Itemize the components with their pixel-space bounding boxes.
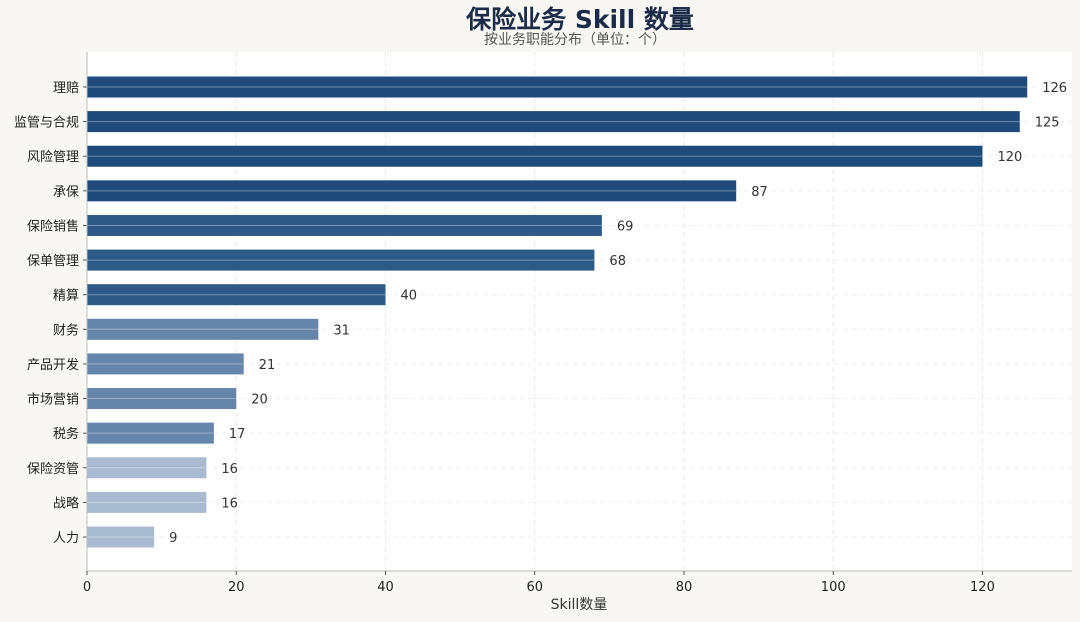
category-label-0: 理赔 bbox=[53, 81, 79, 96]
bar-12 bbox=[87, 491, 207, 513]
value-label-0: 126 bbox=[1042, 81, 1067, 96]
category-label-1: 监管与合规 bbox=[14, 116, 79, 131]
x-ticks: 0 20 40 60 80 100 120 bbox=[83, 571, 995, 595]
chart-subtitle: 按业务职能分布（单位：个） bbox=[484, 32, 666, 48]
value-label-9: 20 bbox=[251, 393, 268, 408]
x-tick-label-2: 40 bbox=[377, 580, 394, 595]
x-tick-label-1: 20 bbox=[228, 580, 245, 595]
category-label-9: 市场营销 bbox=[27, 392, 79, 408]
bar-6 bbox=[87, 284, 386, 306]
bar-9 bbox=[87, 388, 237, 410]
value-label-6: 40 bbox=[400, 289, 417, 304]
category-label-13: 人力 bbox=[53, 531, 79, 546]
category-labels: 理赔监管与合规风险管理承保保险销售保单管理精算财务产品开发市场营销税务保险资管战… bbox=[14, 81, 87, 546]
category-label-11: 保险资管 bbox=[27, 462, 79, 477]
bar-11 bbox=[87, 457, 207, 479]
bar-0 bbox=[87, 76, 1028, 98]
x-axis-title: Skill数量 bbox=[551, 597, 608, 613]
value-label-4: 69 bbox=[617, 219, 634, 234]
value-label-2: 120 bbox=[997, 150, 1022, 165]
value-label-3: 87 bbox=[751, 185, 768, 200]
chart-title: 保险业务 Skill 数量 bbox=[465, 5, 694, 34]
bar-1 bbox=[87, 111, 1020, 133]
value-label-12: 16 bbox=[221, 496, 238, 511]
bar-10 bbox=[87, 422, 214, 444]
bar-7 bbox=[87, 318, 319, 340]
category-label-12: 战略 bbox=[53, 495, 79, 511]
category-label-4: 保险销售 bbox=[27, 218, 79, 234]
value-labels: 126 125 120 87 69 68 40 31 21 20 17 16 16 9 bbox=[169, 81, 1067, 546]
x-tick-label-0: 0 bbox=[83, 580, 91, 595]
value-label-5: 68 bbox=[609, 254, 626, 269]
x-tick-label-5: 100 bbox=[821, 580, 846, 595]
bar-5 bbox=[87, 249, 595, 271]
category-label-2: 风险管理 bbox=[27, 150, 79, 165]
value-label-13: 9 bbox=[169, 531, 177, 546]
bar-8 bbox=[87, 353, 244, 375]
bar-3 bbox=[87, 180, 737, 202]
category-label-7: 财务 bbox=[53, 322, 79, 338]
bars bbox=[87, 76, 1028, 548]
value-label-11: 16 bbox=[221, 462, 238, 477]
category-label-3: 承保 bbox=[53, 185, 79, 200]
category-label-5: 保单管理 bbox=[27, 254, 79, 269]
bar-4 bbox=[87, 214, 602, 236]
value-label-7: 31 bbox=[333, 323, 350, 338]
category-label-10: 税务 bbox=[53, 426, 79, 442]
value-label-10: 17 bbox=[229, 427, 246, 442]
plot-area bbox=[87, 52, 1072, 570]
value-label-8: 21 bbox=[259, 358, 276, 373]
x-tick-label-6: 120 bbox=[970, 580, 995, 595]
x-tick-label-4: 80 bbox=[676, 580, 693, 595]
value-label-1: 125 bbox=[1035, 116, 1060, 131]
x-tick-label-3: 60 bbox=[526, 580, 543, 595]
category-label-8: 产品开发 bbox=[27, 357, 79, 373]
bar-2 bbox=[87, 145, 983, 167]
category-label-6: 精算 bbox=[53, 289, 79, 304]
bar-13 bbox=[87, 526, 155, 548]
